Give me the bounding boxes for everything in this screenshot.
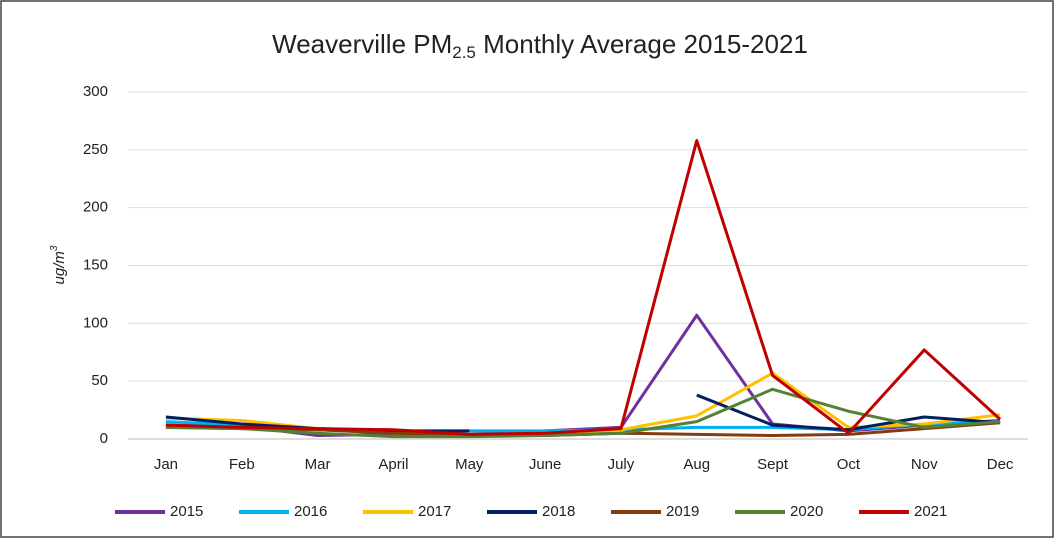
title-rest: Monthly Average 2015-2021 (476, 29, 808, 59)
x-tick-label: Dec (987, 456, 1014, 473)
y-tick-label: 150 (83, 256, 108, 273)
legend-label: 2019 (666, 503, 699, 520)
x-tick-label: Sept (757, 456, 789, 473)
series-line (696, 393, 1001, 432)
x-tick-label: June (529, 456, 562, 473)
y-label-sup: 3 (49, 245, 60, 251)
y-tick-label: 300 (83, 83, 108, 100)
x-tick-label: Jan (154, 456, 178, 473)
x-tick-label: Oct (837, 456, 861, 473)
x-tick-label: April (378, 456, 408, 473)
legend-label: 2016 (294, 503, 327, 520)
x-tick-label: Aug (683, 456, 710, 473)
x-tick-label: Feb (229, 456, 255, 473)
title-main: Weaverville PM (272, 29, 452, 59)
chart-title: Weaverville PM2.5 Monthly Average 2015-2… (272, 29, 808, 63)
legend-label: 2020 (790, 503, 823, 520)
y-tick-label: 50 (91, 372, 108, 389)
series-line (165, 139, 1002, 436)
legend-label: 2015 (170, 503, 203, 520)
y-tick-label: 200 (83, 199, 108, 216)
y-tick-label: 0 (100, 430, 108, 447)
legend-label: 2018 (542, 503, 575, 520)
y-label-main: ug/m (51, 251, 68, 284)
x-tick-label: May (455, 456, 484, 473)
legend-label: 2021 (914, 503, 947, 520)
x-tick-label: Mar (305, 456, 331, 473)
y-tick-label: 250 (83, 141, 108, 158)
y-tick-label: 100 (83, 314, 108, 331)
title-sub: 2.5 (452, 43, 476, 62)
x-tick-label: July (608, 456, 635, 473)
x-tick-label: Nov (911, 456, 938, 473)
legend-label: 2017 (418, 503, 451, 520)
series-line (165, 387, 1001, 439)
y-axis-label: ug/m3 (49, 245, 68, 284)
